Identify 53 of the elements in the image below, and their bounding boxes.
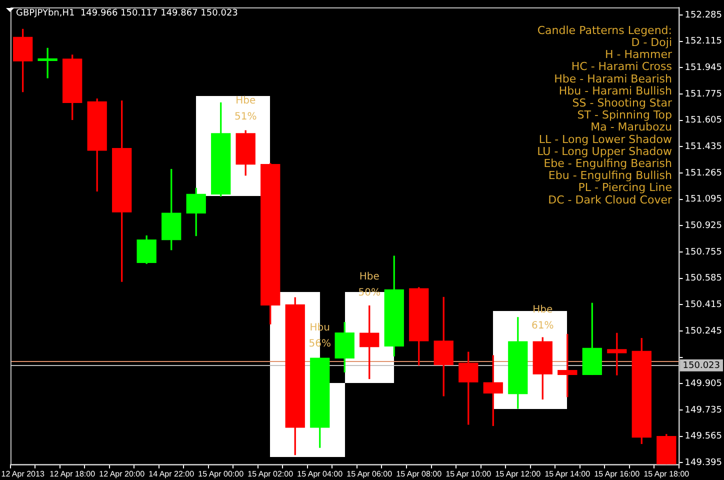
annotation: 56%: [308, 338, 331, 350]
annotation: DC - Dark Cloud Cover: [548, 193, 672, 206]
annotation: Ma - Marubozu: [590, 120, 672, 134]
annotation: 61%: [532, 320, 554, 332]
annotation: HC - Harami Cross: [571, 60, 672, 74]
x-tick-label: 15 Apr 14:00: [544, 469, 591, 478]
x-tick-label: 15 Apr 12:00: [495, 469, 542, 478]
y-tick-label: 150.755: [684, 247, 722, 258]
x-tick-label: 12 Apr 18:00: [50, 469, 96, 478]
annotation: Hbe: [236, 96, 256, 107]
y-tick-label: 150.415: [684, 300, 722, 310]
y-tick-label: 151.435: [684, 142, 722, 152]
annotation: LL - Long Lower Shadow: [538, 132, 672, 146]
x-tick-label: 15 Apr 08:00: [396, 469, 442, 478]
ref-line-label: 150.023: [682, 360, 720, 371]
annotation: Hbe: [359, 272, 380, 283]
annotation: 51%: [234, 112, 257, 123]
annotation: Hbu - Harami Bullish: [558, 84, 672, 98]
annotation: SS - Shooting Star: [572, 96, 672, 110]
x-tick-label: 15 Apr 10:00: [446, 469, 492, 478]
annotation: LU - Long Upper Shadow: [537, 144, 672, 158]
x-tick-label: 15 Apr 04:00: [297, 469, 344, 478]
annotation: Ebu - Engulfing Bullish: [548, 169, 672, 182]
annotation: Ebe - Engulfing Bearish: [544, 156, 672, 170]
chart-title: GBPJPYbn,H1 149.966 150.117 149.867 150.023: [16, 8, 238, 18]
y-tick-label: 151.095: [684, 194, 722, 205]
annotation: ST - Spinning Top: [577, 108, 672, 122]
annotation: Hbe - Harami Bearish: [554, 72, 672, 86]
y-tick-label: 151.775: [684, 89, 722, 100]
annotation: Candle Patterns Legend:: [537, 24, 672, 37]
x-tick-label: 15 Apr 02:00: [248, 469, 294, 478]
y-tick-label: 149.905: [684, 379, 722, 390]
x-tick-label: 15 Apr 16:00: [594, 469, 640, 478]
y-tick-label: 150.925: [684, 221, 722, 232]
y-tick-label: 151.945: [684, 63, 722, 74]
annotation: H - Hammer: [605, 48, 672, 62]
annotation: PL - Piercing Line: [578, 181, 672, 194]
y-tick-label: 151.605: [684, 116, 722, 126]
x-tick-label: 12 Apr 2013: [1, 469, 45, 478]
y-tick-label: 149.735: [684, 405, 722, 416]
x-tick-label: 14 Apr 22:00: [148, 469, 195, 478]
y-tick-label: 149.565: [684, 432, 722, 442]
y-tick-label: 150.585: [684, 274, 722, 284]
y-tick-label: 149.395: [684, 458, 722, 468]
y-tick-label: 151.265: [684, 168, 722, 178]
y-tick-label: 152.285: [684, 10, 722, 20]
x-tick-label: 12 Apr 20:00: [99, 469, 146, 478]
x-tick-label: 15 Apr 00:00: [198, 469, 244, 478]
y-tick-label: 152.115: [684, 36, 722, 47]
x-tick-label: 15 Apr 06:00: [346, 469, 393, 478]
x-tick-label: 15 Apr 18:00: [644, 469, 690, 478]
y-tick-label: 150.245: [684, 326, 722, 336]
annotation: D - Doji: [631, 36, 672, 49]
